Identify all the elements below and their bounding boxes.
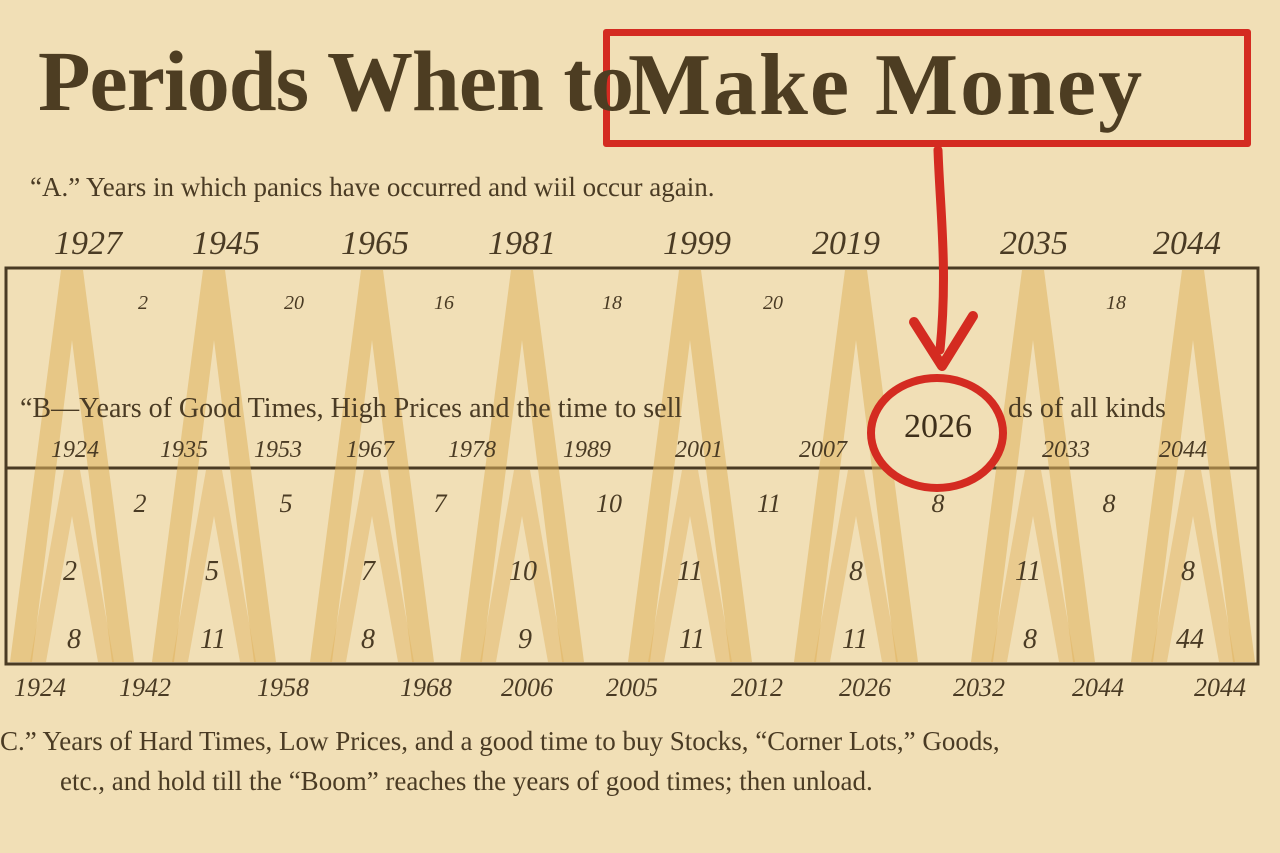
panic-year: 1965 (341, 225, 409, 262)
inner-peak-band (30, 470, 114, 662)
peak-band (794, 270, 918, 662)
interval-mid: 10 (596, 489, 622, 518)
inner-upper: 8 (849, 556, 863, 587)
panic-year: 1999 (663, 225, 731, 262)
peak-band (10, 270, 134, 662)
interval-top-row: 2 20 16 18 20 18 (138, 292, 1126, 314)
peak-group (10, 270, 1255, 662)
inner-lower: 8 (1023, 624, 1037, 655)
inner-upper: 7 (361, 556, 376, 587)
peak-band (971, 270, 1095, 662)
inner-upper: 2 (63, 556, 77, 587)
highlight-arrow-head (909, 311, 978, 371)
highlight-arrow-shaft (933, 145, 948, 355)
peak-band (310, 270, 434, 662)
section-c-caption: C.” Years of Hard Times, Low Prices, and… (0, 726, 1000, 756)
interval-top: 18 (602, 292, 622, 314)
page-title-highlight: Make Money (628, 37, 1145, 134)
hard-year: 2044 (1072, 673, 1124, 702)
interval-mid: 7 (434, 489, 448, 518)
panic-year: 1981 (488, 225, 556, 262)
inner-lower: 9 (518, 624, 532, 655)
interval-top: 20 (763, 292, 783, 314)
peak-band (460, 270, 584, 662)
hard-year: 2005 (606, 673, 658, 702)
inner-upper: 8 (1181, 556, 1195, 587)
highlight-circle (867, 374, 1007, 492)
good-year: 1924 (51, 437, 99, 463)
frame-box (4, 266, 1260, 666)
interval-top: 2 (138, 292, 148, 314)
inner-peak-band (1151, 470, 1235, 662)
panic-year: 1927 (54, 225, 124, 262)
good-year: 1978 (448, 437, 496, 463)
interval-mid: 8 (932, 489, 945, 518)
interval-top: 20 (284, 292, 304, 314)
hard-year: 1942 (119, 673, 171, 702)
hard-year: 1924 (14, 673, 66, 702)
inner-lower-row: 8 11 8 9 11 11 8 44 (67, 624, 1204, 655)
hard-year: 1958 (257, 673, 309, 702)
interval-mid: 8 (1103, 489, 1116, 518)
inner-upper-row: 2 5 7 10 11 8 11 8 (63, 556, 1195, 587)
hard-years-row: 1924 1942 1958 1968 2006 2005 2012 2026 … (14, 673, 1246, 702)
good-year: 1989 (563, 437, 611, 463)
inner-upper: 11 (1015, 556, 1041, 587)
interval-mid: 11 (757, 489, 781, 518)
hard-year: 2012 (731, 673, 783, 702)
good-year: 2033 (1042, 437, 1090, 463)
section-a-caption: “A.” Years in which panics have occurred… (30, 172, 715, 202)
panic-year: 1945 (192, 225, 260, 262)
hard-year: 2026 (839, 673, 891, 702)
hard-year: 1968 (400, 673, 452, 702)
inner-lower: 11 (679, 624, 705, 655)
inner-lower: 11 (200, 624, 226, 655)
inner-peak-band (330, 470, 414, 662)
peak-band (628, 270, 752, 662)
panic-year: 2019 (812, 225, 880, 262)
title-highlight-cover (610, 36, 1244, 140)
inner-lower: 11 (842, 624, 868, 655)
highlight-box (603, 29, 1251, 147)
page-title: Periods When to (38, 33, 634, 129)
inner-upper: 11 (677, 556, 703, 587)
good-year: 2001 (675, 437, 723, 463)
inner-peak-band (648, 470, 732, 662)
interval-top: 18 (1106, 292, 1126, 314)
hard-year: 2006 (501, 673, 553, 702)
inner-lower: 8 (361, 624, 375, 655)
interval-mid: 5 (280, 489, 293, 518)
inner-peak-band (991, 470, 1075, 662)
inner-upper: 5 (205, 556, 219, 587)
inner-lower: 8 (67, 624, 81, 655)
interval-mid: 2 (134, 489, 147, 518)
inner-peak-band (480, 470, 564, 662)
peak-band (152, 270, 276, 662)
interval-top: 16 (434, 292, 454, 314)
interval-mid-row: 2 5 7 10 11 8 8 (134, 489, 1116, 518)
good-year: 1967 (346, 437, 395, 463)
section-b-caption: “B—Years of Good Times, High Prices and … (20, 393, 683, 424)
highlight-year-label: 2026 (904, 408, 972, 445)
inner-peak-group (30, 470, 1235, 662)
good-year: 1935 (160, 437, 208, 463)
panic-years-row: 1927 1945 1965 1981 1999 2019 2035 2044 (54, 225, 1221, 262)
section-c-caption-line2: etc., and hold till the “Boom” reaches t… (60, 766, 873, 796)
good-year: 2007 (799, 437, 848, 463)
hard-year: 2032 (953, 673, 1005, 702)
peak-band (1131, 270, 1255, 662)
panic-year: 2035 (1000, 225, 1068, 262)
hard-year: 2044 (1194, 673, 1246, 702)
inner-upper: 10 (509, 556, 537, 587)
good-year: 1953 (254, 437, 302, 463)
good-year: 2044 (1159, 437, 1207, 463)
panic-year: 2044 (1153, 225, 1221, 262)
inner-lower: 44 (1176, 624, 1204, 655)
section-b-caption-end: ds of all kinds (1008, 393, 1166, 424)
inner-peak-band (172, 470, 256, 662)
inner-peak-band (814, 470, 898, 662)
good-years-row: 1924 1935 1953 1967 1978 1989 2001 2007 … (51, 437, 1207, 463)
